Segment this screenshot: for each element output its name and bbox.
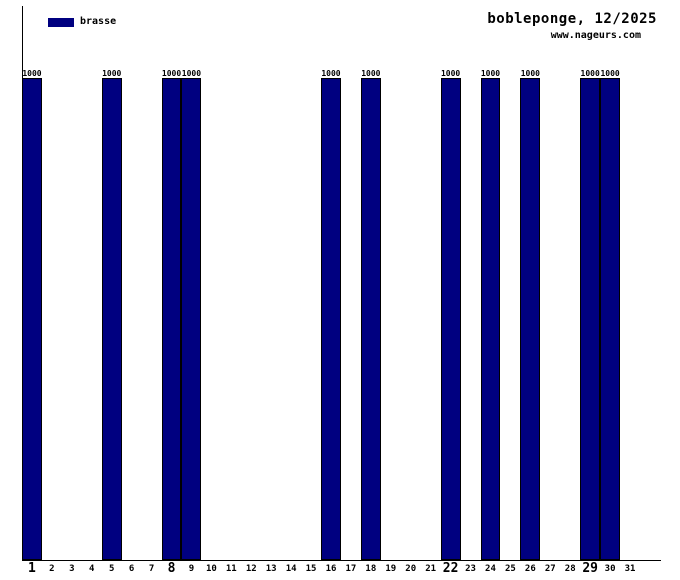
x-tick-21: 21 — [425, 564, 437, 574]
legend-swatch-brasse — [48, 17, 74, 27]
x-tick-4: 4 — [89, 564, 95, 574]
x-tick-7: 7 — [148, 564, 155, 574]
x-tick-12: 12 — [245, 564, 257, 574]
x-tick-1: 1 — [28, 561, 36, 576]
x-tick-24: 24 — [485, 564, 496, 574]
bar-value-label-day-5: 1000 — [102, 69, 122, 78]
x-tick-11: 11 — [225, 564, 237, 574]
x-tick-2: 2 — [49, 564, 55, 574]
bar-value-label-day-26: 1000 — [520, 69, 540, 78]
x-tick-17: 17 — [345, 564, 357, 574]
bar-day-26 — [520, 78, 541, 560]
x-tick-28: 28 — [564, 564, 576, 574]
bar-day-29 — [580, 78, 601, 560]
x-tick-15: 15 — [305, 564, 317, 574]
x-tick-3: 3 — [69, 564, 75, 574]
bar-value-label-day-24: 1000 — [480, 69, 501, 78]
x-tick-26: 26 — [524, 564, 536, 574]
x-tick-25: 25 — [504, 564, 516, 574]
x-axis-ticks: 1 2 3 4 5 6 7 8 9 10 11 12 13 14 15 16 17 18 19 20 21 22 23 24 2… — [22, 562, 640, 578]
bar-day-1 — [22, 78, 42, 560]
x-tick-10: 10 — [205, 564, 217, 574]
bar-day-22 — [440, 78, 461, 560]
plot-area: 1000 1000 1000 1000 1000 1000 1000 1000 1000 1000… — [22, 0, 640, 560]
x-tick-8: 8 — [167, 561, 176, 576]
x-tick-29: 29 — [582, 561, 598, 576]
bar-day-18 — [360, 78, 381, 560]
x-tick-18: 18 — [365, 564, 377, 574]
bar-day-24 — [480, 78, 501, 560]
chart-title: bobleponge, 12/2025 — [487, 11, 657, 27]
bar-value-label-day-18: 1000 — [361, 69, 381, 78]
x-tick-6: 6 — [128, 564, 135, 574]
bar-value-label-day-30: 1000 — [600, 69, 620, 78]
x-tick-19: 19 — [385, 564, 397, 574]
bar-day-5 — [101, 78, 122, 560]
x-tick-16: 16 — [325, 564, 337, 574]
bar-value-label-day-1: 1000 — [22, 69, 42, 78]
x-tick-22: 22 — [442, 561, 459, 576]
bar-day-9 — [181, 78, 202, 560]
bar-value-label-day-22: 1000 — [440, 69, 461, 78]
x-tick-30: 30 — [604, 564, 616, 574]
bar-value-label-day-9: 1000 — [181, 69, 202, 78]
x-tick-13: 13 — [265, 564, 277, 574]
bar-day-8 — [161, 78, 182, 560]
x-tick-23: 23 — [465, 564, 476, 574]
bar-day-16 — [321, 78, 341, 560]
x-tick-31: 31 — [624, 564, 636, 574]
x-axis-line — [22, 560, 661, 561]
bar-value-label-day-29: 1000 — [580, 69, 600, 78]
site-url-text: www.nageurs.com — [550, 30, 641, 41]
x-tick-14: 14 — [285, 564, 297, 574]
x-tick-20: 20 — [405, 564, 417, 574]
x-tick-27: 27 — [544, 564, 556, 574]
x-tick-9: 9 — [188, 564, 195, 574]
bar-value-label-day-16: 1000 — [321, 69, 341, 78]
bar-value-label-day-8: 1000 — [161, 69, 182, 78]
x-tick-5: 5 — [108, 564, 115, 574]
legend: brasse — [48, 17, 116, 27]
legend-label-brasse: brasse — [80, 16, 117, 27]
bar-day-30 — [600, 78, 621, 560]
